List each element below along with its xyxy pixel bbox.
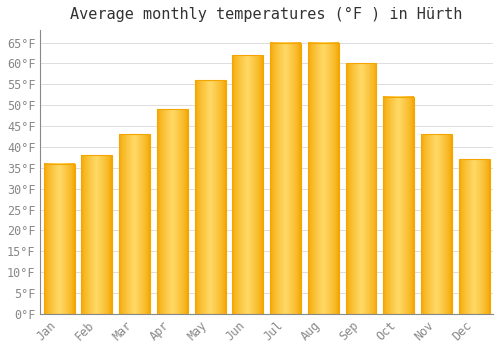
Bar [384, 97, 414, 314]
Bar [308, 43, 338, 314]
Bar [82, 155, 112, 314]
Bar [458, 160, 490, 314]
Title: Average monthly temperatures (°F ) in Hürth: Average monthly temperatures (°F ) in Hü… [70, 7, 463, 22]
Bar [270, 43, 301, 314]
Bar [232, 55, 264, 314]
Bar [421, 134, 452, 314]
Bar [44, 164, 74, 314]
Bar [119, 134, 150, 314]
Bar [157, 109, 188, 314]
Bar [346, 63, 376, 314]
Bar [194, 80, 226, 314]
